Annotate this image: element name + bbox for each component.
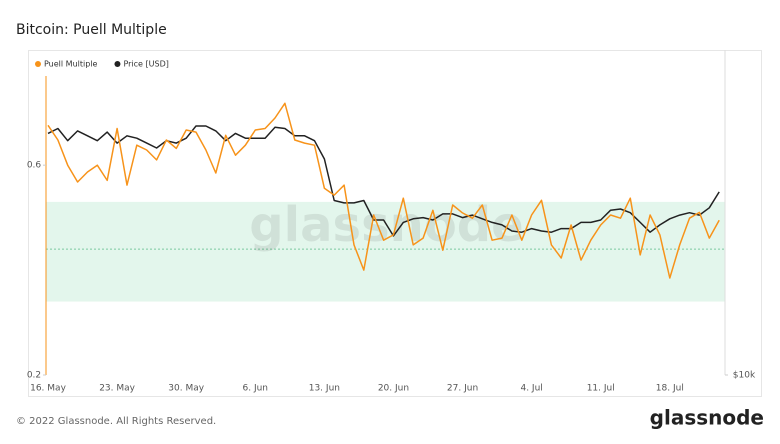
y2-tick-label: $10k	[733, 371, 756, 381]
x-tick-label: 30. May	[168, 384, 204, 394]
x-tick-label: 11. Jul	[587, 384, 615, 394]
y-tick-label: 0.2	[27, 371, 41, 381]
chart-title: Bitcoin: Puell Multiple	[16, 22, 167, 38]
x-tick-label: 4. Jul	[520, 384, 542, 394]
legend-marker	[114, 61, 121, 67]
x-tick-label: 20. Jun	[378, 384, 409, 394]
y-tick-label: 0.6	[27, 161, 42, 171]
x-tick-label: 6. Jun	[243, 384, 269, 394]
series-line	[47, 102, 720, 279]
copyright: © 2022 Glassnode. All Rights Reserved.	[16, 416, 216, 427]
panel	[28, 50, 762, 397]
legend-label: Puell Multiple	[44, 60, 98, 69]
x-tick-label: 18. Jul	[656, 384, 684, 394]
x-tick-label: 23. May	[99, 384, 135, 394]
x-tick-label: 16. May	[30, 384, 66, 394]
x-tick-label: 27. Jun	[447, 384, 478, 394]
legend-label: Price [USD]	[123, 60, 168, 69]
x-tick-label: 13. Jun	[309, 384, 340, 394]
legend-marker	[35, 61, 41, 67]
series-line	[47, 125, 720, 237]
band	[46, 201, 725, 302]
logo: glassnode	[650, 406, 764, 430]
